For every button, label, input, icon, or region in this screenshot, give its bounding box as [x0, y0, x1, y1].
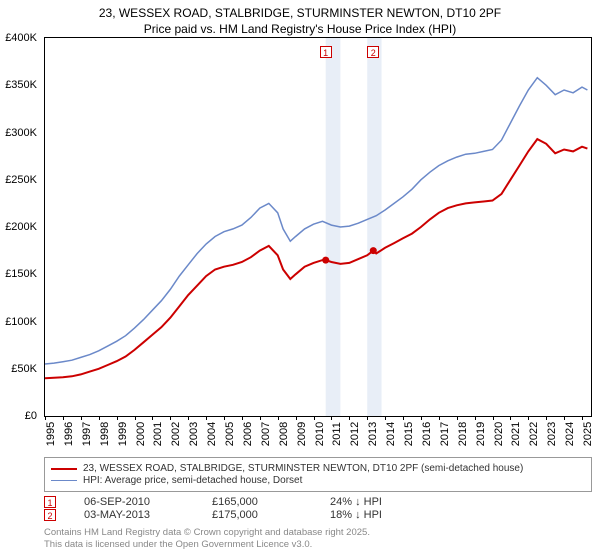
x-tick-label: 2012 [349, 422, 361, 446]
chart-plot-area: £0£50K£100K£150K£200K£250K£300K£350K£400… [44, 37, 592, 417]
x-tick-label: 2005 [224, 422, 236, 446]
y-tick-label: £250K [5, 174, 37, 186]
y-axis-ticks: £0£50K£100K£150K£200K£250K£300K£350K£400… [1, 38, 41, 416]
sales-table: 1 06-SEP-2010 £165,000 24% ↓ HPI 2 03-MAY-201… [44, 496, 592, 521]
x-tick-label: 2010 [314, 422, 326, 446]
x-tick-label: 1996 [63, 422, 75, 446]
sale-marker-box: 1 [320, 46, 332, 58]
footer-line-1: Contains HM Land Registry data © Crown c… [44, 527, 592, 539]
chart-container: 23, WESSEX ROAD, STALBRIDGE, STURMINSTER… [0, 0, 600, 560]
sale-date: 06-SEP-2010 [84, 496, 184, 508]
sale-band [367, 38, 381, 416]
y-tick-label: £200K [5, 221, 37, 233]
sale-delta: 18% ↓ HPI [330, 509, 382, 521]
x-tick-label: 2006 [242, 422, 254, 446]
x-tick-label: 2011 [331, 422, 343, 446]
x-tick-label: 2019 [475, 422, 487, 446]
footer-credits: Contains HM Land Registry data © Crown c… [44, 527, 592, 551]
x-tick-label: 2013 [367, 422, 379, 446]
legend-row: HPI: Average price, semi-detached house,… [51, 475, 585, 486]
sale-dot [370, 247, 377, 254]
title-line-2: Price paid vs. HM Land Registry's House … [0, 22, 600, 38]
sale-price: £175,000 [212, 509, 302, 521]
x-tick-label: 2015 [403, 422, 415, 446]
x-tick-label: 2009 [296, 422, 308, 446]
y-tick-label: £50K [11, 363, 37, 375]
x-tick-label: 2020 [493, 422, 505, 446]
x-tick-label: 2001 [152, 422, 164, 446]
sale-row: 1 06-SEP-2010 £165,000 24% ↓ HPI [44, 496, 592, 508]
x-tick-label: 2000 [135, 422, 147, 446]
sale-row: 2 03-MAY-2013 £175,000 18% ↓ HPI [44, 509, 592, 521]
x-tick-label: 2022 [528, 422, 540, 446]
x-tick-label: 2017 [439, 422, 451, 446]
sale-row-marker: 1 [44, 496, 56, 508]
legend-box: 23, WESSEX ROAD, STALBRIDGE, STURMINSTER… [44, 457, 592, 492]
x-axis-ticks: 1995 1996 1997 1998 1999 2000 2001 2002 2003 2004… [45, 416, 591, 450]
sale-price: £165,000 [212, 496, 302, 508]
legend-label: 23, WESSEX ROAD, STALBRIDGE, STURMINSTER… [83, 463, 523, 474]
x-tick-label: 2016 [421, 422, 433, 446]
y-tick-label: £100K [5, 316, 37, 328]
y-tick-label: £300K [5, 127, 37, 139]
y-tick-label: £150K [5, 268, 37, 280]
x-tick-label: 1995 [45, 422, 57, 446]
sale-marker-box: 2 [367, 46, 379, 58]
footer-line-2: This data is licensed under the Open Gov… [44, 539, 592, 551]
title-line-1: 23, WESSEX ROAD, STALBRIDGE, STURMINSTER… [0, 6, 600, 22]
x-tick-label: 2025 [582, 422, 594, 446]
sale-delta: 24% ↓ HPI [330, 496, 382, 508]
series-line-hpi [45, 78, 587, 364]
y-tick-label: £350K [5, 79, 37, 91]
x-tick-label: 2008 [278, 422, 290, 446]
x-tick-label: 1997 [81, 422, 93, 446]
x-tick-label: 2004 [206, 422, 218, 446]
y-tick-label: £0 [25, 410, 37, 422]
title-block: 23, WESSEX ROAD, STALBRIDGE, STURMINSTER… [0, 0, 600, 37]
x-tick-label: 1999 [117, 422, 129, 446]
sale-date: 03-MAY-2013 [84, 509, 184, 521]
x-tick-label: 2007 [260, 422, 272, 446]
y-tick-label: £400K [5, 32, 37, 44]
legend-row: 23, WESSEX ROAD, STALBRIDGE, STURMINSTER… [51, 463, 585, 474]
x-tick-label: 1998 [99, 422, 111, 446]
x-tick-label: 2023 [546, 422, 558, 446]
x-tick-label: 2014 [385, 422, 397, 446]
sale-row-marker: 2 [44, 509, 56, 521]
x-tick-label: 2002 [170, 422, 182, 446]
legend-swatch [51, 480, 77, 482]
x-tick-label: 2021 [510, 422, 522, 446]
legend-swatch [51, 468, 77, 470]
x-tick-label: 2018 [457, 422, 469, 446]
x-tick-label: 2024 [564, 422, 576, 446]
legend-label: HPI: Average price, semi-detached house,… [83, 475, 302, 486]
chart-svg [45, 38, 591, 416]
x-tick-label: 2003 [188, 422, 200, 446]
series-line-property [45, 139, 587, 378]
sale-dot [322, 257, 329, 264]
